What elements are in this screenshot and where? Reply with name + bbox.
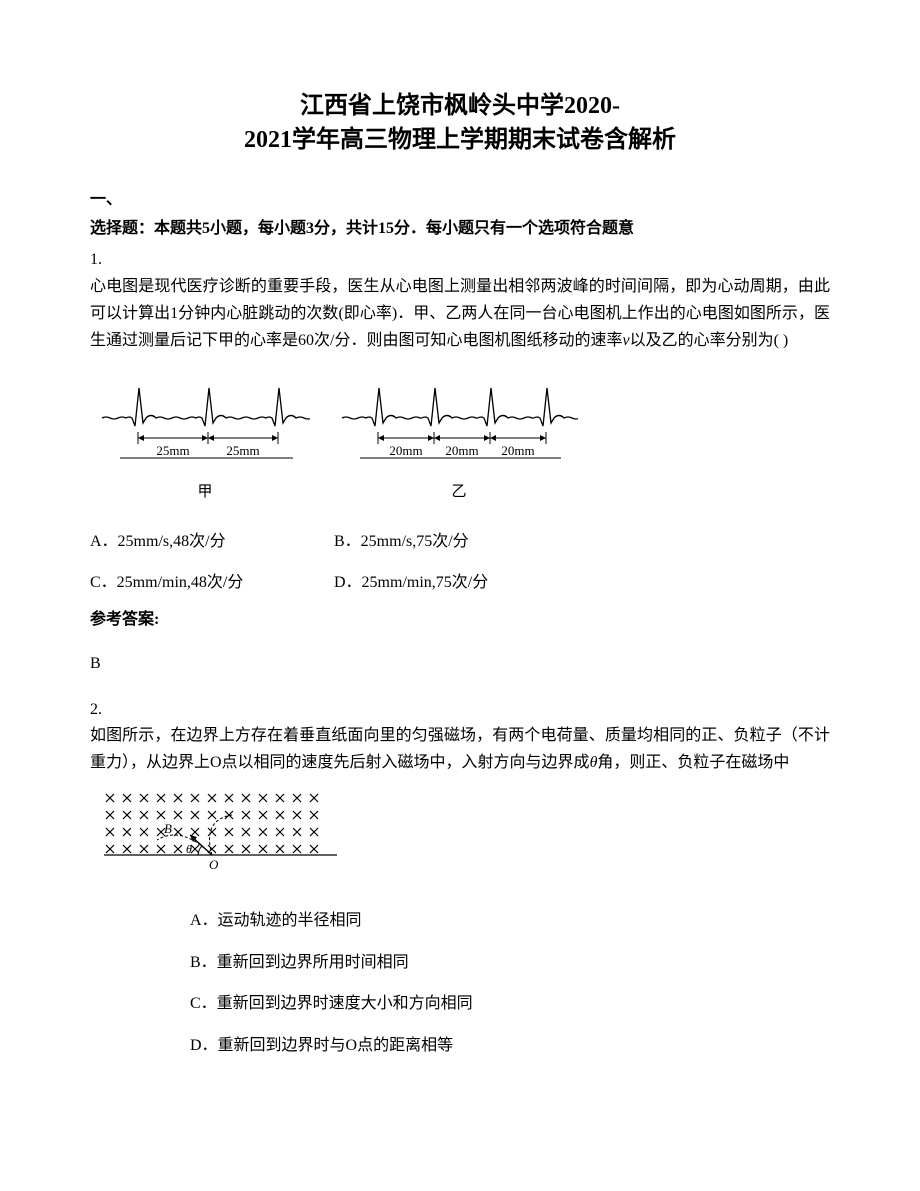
q1-option-c: C．25mm/min,48次/分 (90, 570, 330, 596)
q1-body-post: 以及乙的心率分别为( ) (630, 332, 789, 349)
svg-text:20mm: 20mm (389, 443, 422, 458)
exam-title: 江西省上饶市枫岭头中学2020- 2021学年高三物理上学期期末试卷含解析 (90, 90, 830, 157)
q1-options-row-2: C．25mm/min,48次/分 D．25mm/min,75次/分 (90, 570, 830, 596)
q1-var-v: v (622, 332, 629, 349)
q2-option-b: B．重新回到边界所用时间相同 (190, 950, 830, 976)
magnetic-field-diagram: θB O (100, 788, 830, 890)
q1-answer: B (90, 651, 830, 677)
q2-option-a: A．运动轨迹的半径相同 (190, 908, 830, 934)
ecg-jia: 25mm 25mm 甲 (100, 380, 310, 505)
q2-body-post: 角，则正、负粒子在磁场中 (597, 754, 789, 771)
title-line-1: 江西省上饶市枫岭头中学2020- (90, 90, 830, 124)
svg-text:B: B (164, 821, 172, 836)
ecg-diagram: 25mm 25mm 甲 20mm 20mm 20mm 乙 (100, 380, 830, 505)
title-line-2: 2021学年高三物理上学期期末试卷含解析 (90, 124, 830, 158)
ecg-jia-name: 甲 (197, 480, 212, 504)
ecg-yi-name: 乙 (451, 480, 466, 504)
q2-number: 2. (90, 697, 830, 723)
svg-text:O: O (209, 857, 219, 872)
svg-text:20mm: 20mm (445, 443, 478, 458)
q1-answer-heading: 参考答案: (90, 607, 830, 633)
ecg-jia-wave: 25mm 25mm (100, 380, 310, 479)
q1-options-row-1: A．25mm/s,48次/分 B．25mm/s,75次/分 (90, 529, 830, 555)
section-1-desc: 选择题：本题共5小题，每小题3分，共计15分．每小题只有一个选项符合题意 (90, 216, 830, 242)
ecg-yi: 20mm 20mm 20mm 乙 (340, 380, 578, 505)
question-1: 1. 心电图是现代医疗诊断的重要手段，医生从心电图上测量出相邻两波峰的时间间隔，… (90, 247, 830, 676)
question-2: 2. 如图所示，在边界上方存在着垂直纸面向里的匀强磁场，有两个电荷量、质量均相同… (90, 697, 830, 1059)
svg-text:20mm: 20mm (501, 443, 534, 458)
q1-body: 心电图是现代医疗诊断的重要手段，医生从心电图上测量出相邻两波峰的时间间隔，即为心… (90, 273, 830, 355)
svg-text:25mm: 25mm (156, 443, 189, 458)
svg-text:25mm: 25mm (226, 443, 259, 458)
q2-option-d: D．重新回到边界时与O点的距离相等 (190, 1033, 830, 1059)
q2-option-c: C．重新回到边界时速度大小和方向相同 (190, 991, 830, 1017)
ecg-yi-wave: 20mm 20mm 20mm (340, 380, 578, 479)
q1-option-a: A．25mm/s,48次/分 (90, 529, 330, 555)
q1-option-b: B．25mm/s,75次/分 (334, 529, 574, 555)
q2-options: A．运动轨迹的半径相同 B．重新回到边界所用时间相同 C．重新回到边界时速度大小… (90, 908, 830, 1058)
section-1-label: 一、 (90, 191, 122, 208)
q2-body: 如图所示，在边界上方存在着垂直纸面向里的匀强磁场，有两个电荷量、质量均相同的正、… (90, 722, 830, 776)
q1-number: 1. (90, 247, 830, 273)
section-1-header: 一、 (90, 187, 830, 213)
svg-text:θ: θ (186, 842, 192, 856)
q1-option-d: D．25mm/min,75次/分 (334, 570, 574, 596)
